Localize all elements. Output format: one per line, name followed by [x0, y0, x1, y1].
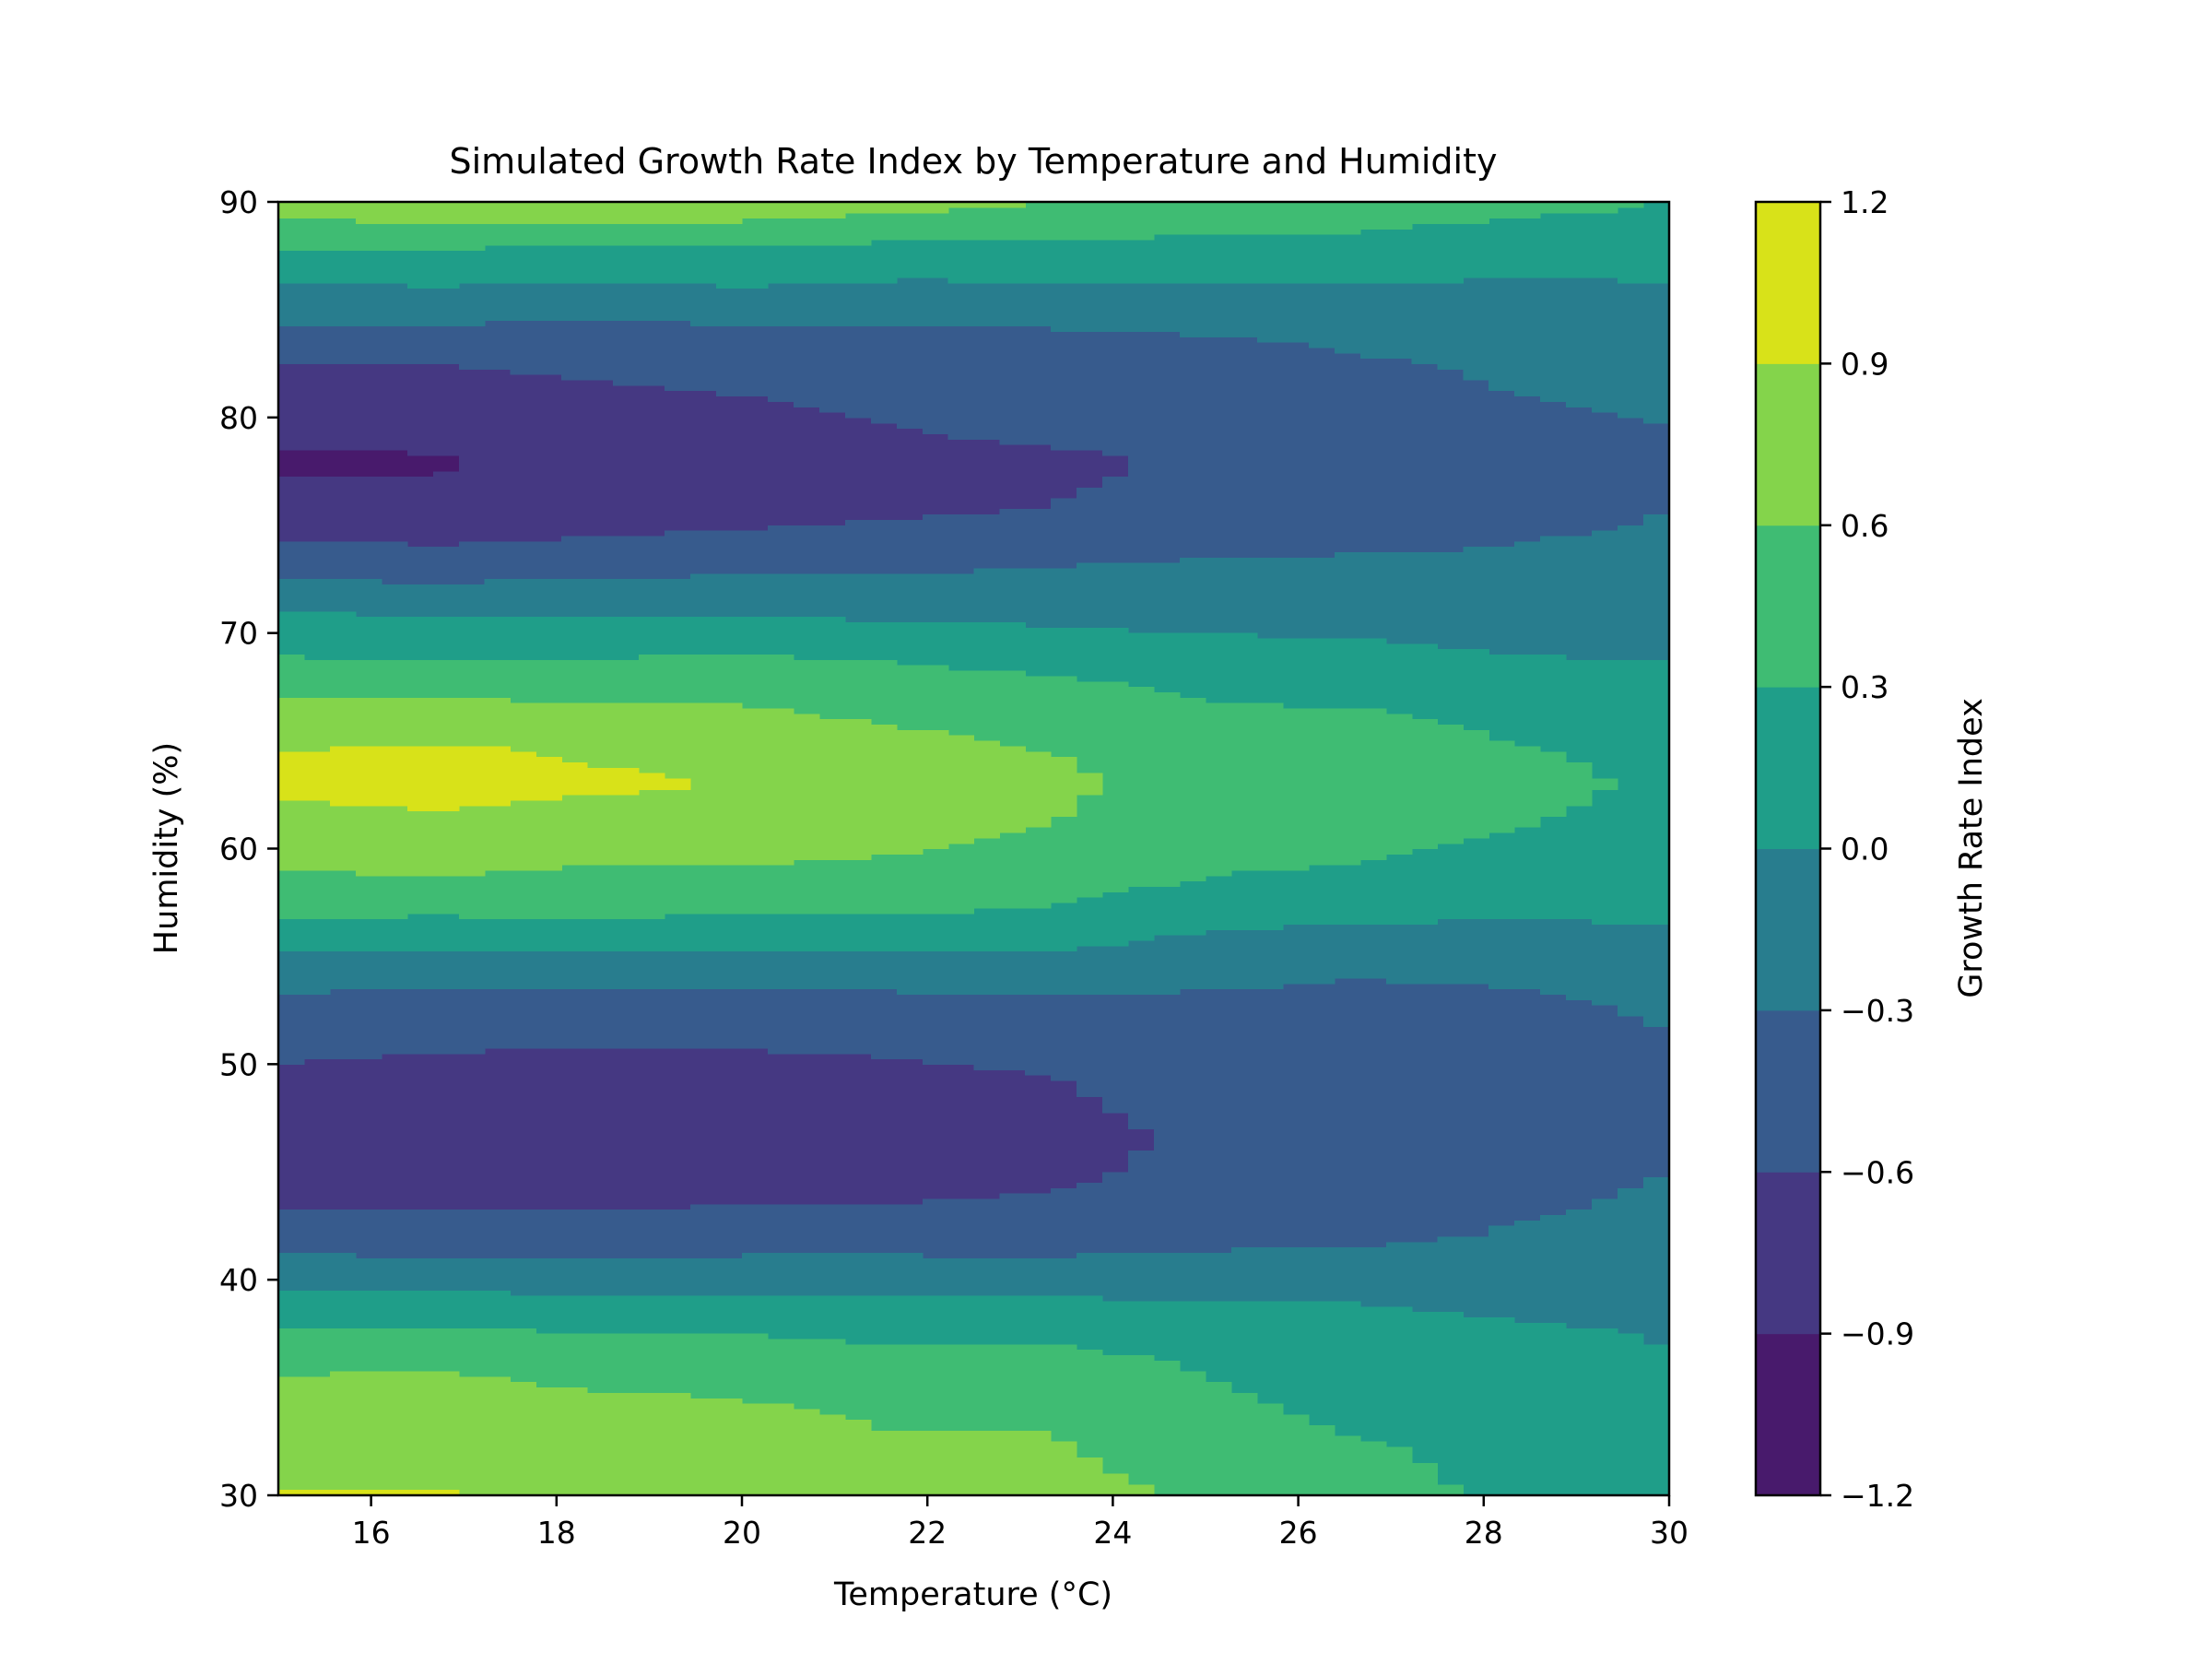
colorbar-band	[1756, 1172, 1820, 1334]
y-tick-label: 60	[219, 832, 258, 867]
x-tick: 24	[1093, 1495, 1132, 1551]
colorbar-tick: 1.2	[1820, 184, 1888, 220]
colorbar-tick-label: 0.9	[1841, 346, 1888, 382]
y-tick-label: 30	[219, 1478, 258, 1514]
colorbar: −1.2 −0.9 −0.6 −0.3 0.0 0.3 0.6 0.9 1.2 Growth R…	[1756, 184, 1990, 1514]
y-tick-label: 50	[219, 1046, 258, 1082]
x-tick-label: 18	[537, 1515, 576, 1551]
colorbar-tick-label: −0.9	[1841, 1316, 1914, 1352]
colorbar-band	[1756, 202, 1820, 364]
colorbar-bands	[1756, 202, 1820, 1496]
colorbar-tick: −0.9	[1820, 1316, 1914, 1352]
colorbar-band	[1756, 849, 1820, 1011]
colorbar-tick-label: 0.6	[1841, 508, 1888, 544]
x-axis-label: Temperature (°C)	[833, 1576, 1112, 1613]
chart-title: Simulated Growth Rate Index by Temperatu…	[450, 141, 1498, 182]
colorbar-tick-label: −0.3	[1841, 993, 1914, 1029]
contour-fill-layer	[278, 202, 1670, 1496]
colorbar-band	[1756, 363, 1820, 525]
x-tick: 20	[723, 1495, 761, 1551]
colorbar-tick: 0.0	[1820, 832, 1888, 867]
x-tick-label: 22	[908, 1515, 947, 1551]
x-tick: 16	[352, 1495, 391, 1551]
colorbar-tick: 0.9	[1820, 346, 1888, 382]
colorbar-band	[1756, 687, 1820, 849]
y-tick: 50	[219, 1046, 278, 1082]
x-tick: 22	[908, 1495, 947, 1551]
y-tick: 30	[219, 1478, 278, 1514]
x-tick: 30	[1650, 1495, 1688, 1551]
colorbar-tick-label: 0.0	[1841, 832, 1888, 867]
y-tick-label: 70	[219, 616, 258, 652]
colorbar-band	[1756, 1010, 1820, 1173]
colorbar-band	[1756, 525, 1820, 688]
colorbar-tick: 0.6	[1820, 508, 1888, 544]
x-tick-label: 20	[723, 1515, 761, 1551]
colorbar-tick: 0.3	[1820, 669, 1888, 705]
y-tick: 40	[219, 1262, 278, 1298]
colorbar-ticks: −1.2 −0.9 −0.6 −0.3 0.0 0.3 0.6 0.9 1.2	[1820, 184, 1914, 1514]
x-tick: 26	[1279, 1495, 1318, 1551]
y-axis-label: Humidity (%)	[148, 742, 185, 954]
y-tick: 60	[219, 832, 278, 867]
y-tick: 90	[219, 184, 278, 220]
colorbar-tick-label: −1.2	[1841, 1478, 1914, 1514]
colorbar-tick: −0.3	[1820, 993, 1914, 1029]
x-tick-label: 16	[352, 1515, 391, 1551]
y-tick: 70	[219, 616, 278, 652]
y-axis-ticks: 30 40 50 60 70 80 90	[219, 184, 278, 1514]
colorbar-band	[1756, 1334, 1820, 1496]
y-tick-label: 80	[219, 400, 258, 436]
y-tick-label: 90	[219, 184, 258, 220]
colorbar-tick: −1.2	[1820, 1478, 1914, 1514]
x-axis-ticks: 16 18 20 22 24 26 28 30	[352, 1495, 1688, 1551]
colorbar-label: Growth Rate Index	[1953, 698, 1990, 998]
x-tick-label: 26	[1279, 1515, 1318, 1551]
x-tick-label: 28	[1465, 1515, 1503, 1551]
colorbar-tick-label: 0.3	[1841, 669, 1888, 705]
y-tick-label: 40	[219, 1262, 258, 1298]
colorbar-tick-label: 1.2	[1841, 184, 1888, 220]
colorbar-tick: −0.6	[1820, 1154, 1914, 1190]
x-tick: 18	[537, 1495, 576, 1551]
plot-area	[278, 202, 1670, 1496]
x-tick-label: 24	[1093, 1515, 1132, 1551]
x-tick-label: 30	[1650, 1515, 1688, 1551]
y-tick: 80	[219, 400, 278, 436]
x-tick: 28	[1465, 1495, 1503, 1551]
colorbar-tick-label: −0.6	[1841, 1154, 1914, 1190]
